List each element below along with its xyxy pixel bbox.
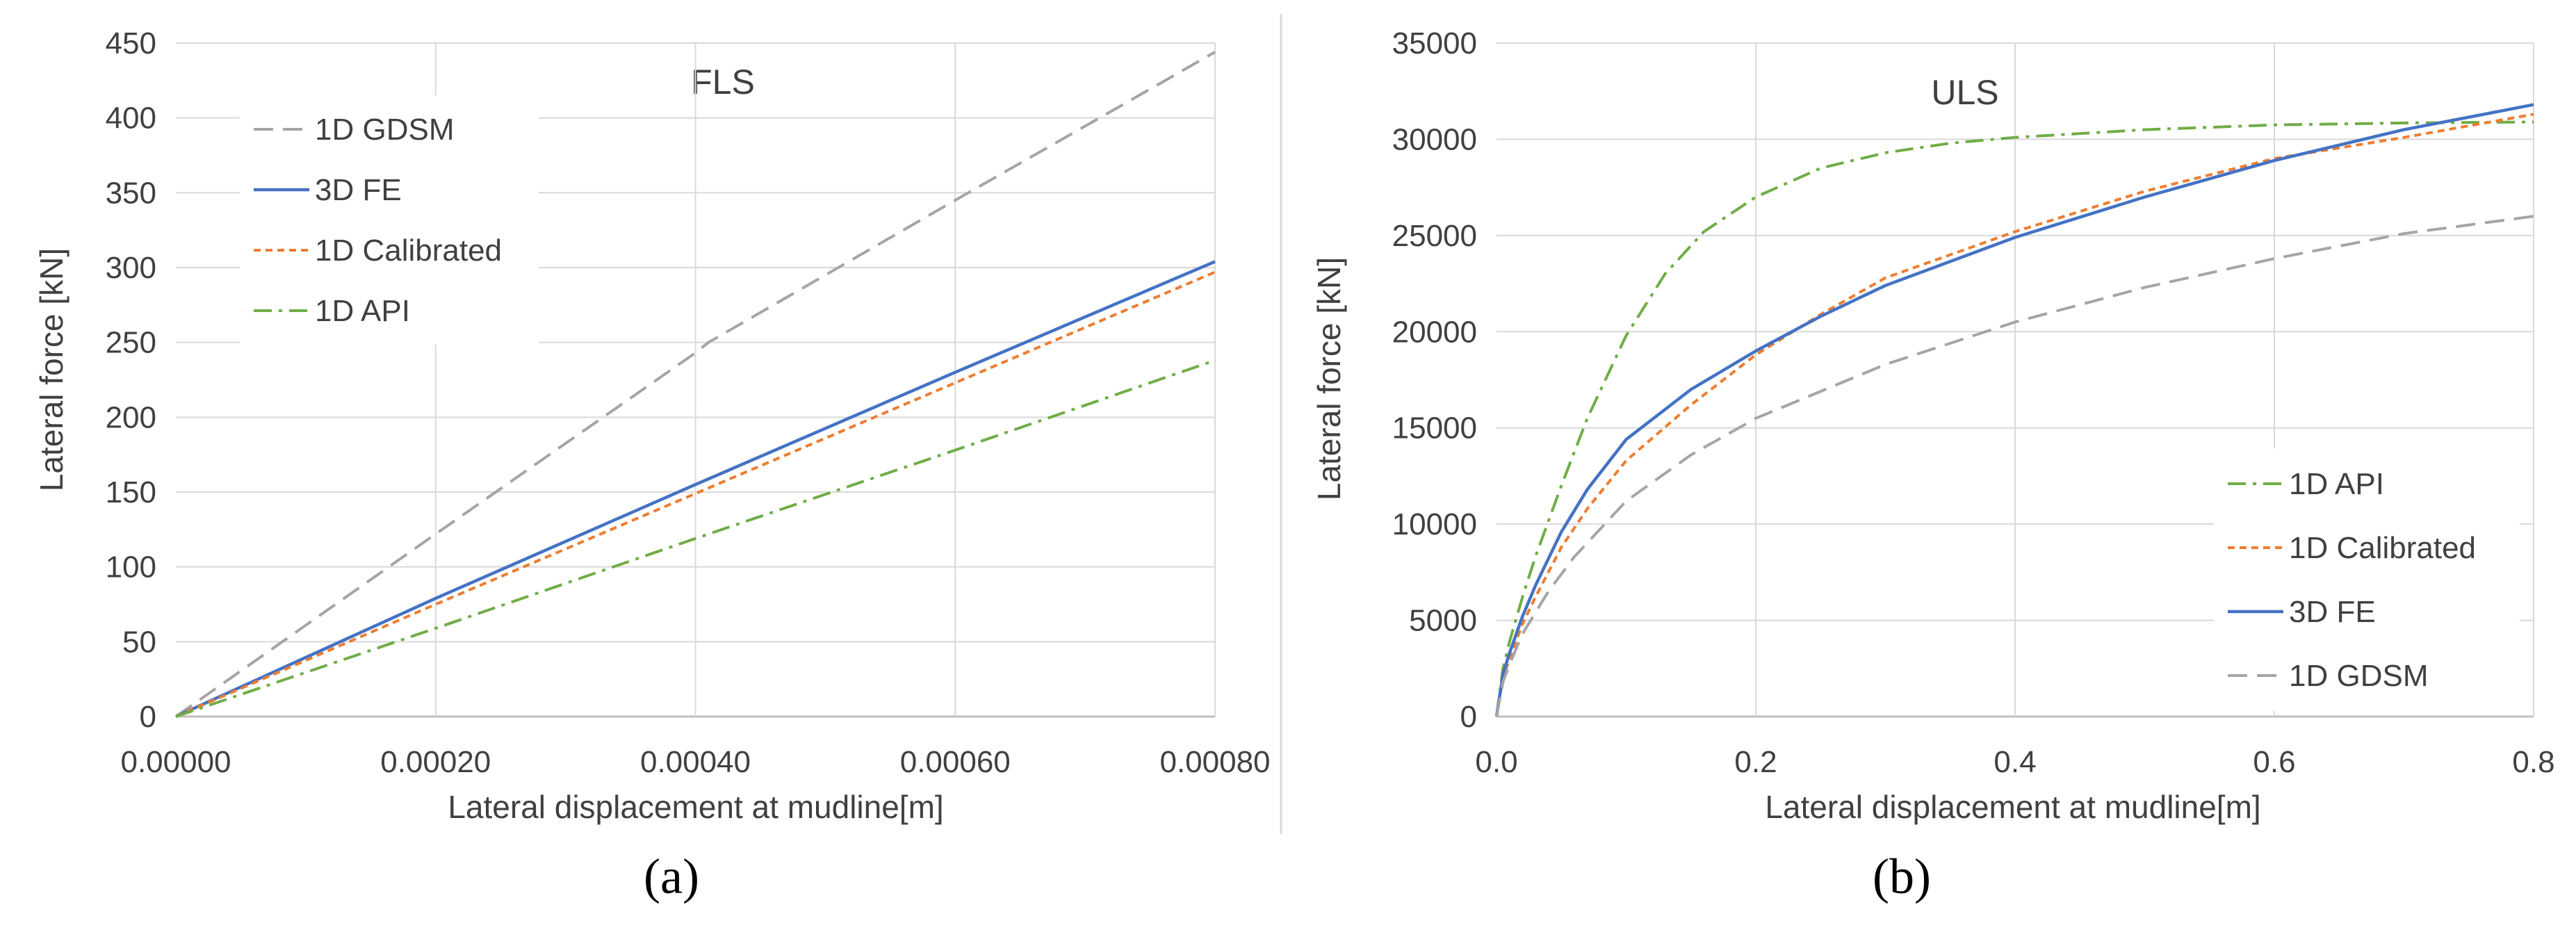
panel-a-y-tick-label: 100: [106, 550, 156, 584]
panel-a-series-line-3d-fe: [175, 260, 1216, 719]
panel-b-x-axis-label: Lateral displacement at mudline[m]: [1765, 789, 2260, 825]
panel-b-y-tick-label: 30000: [1392, 122, 1477, 156]
panel-a-y-tick-label: 400: [106, 101, 156, 136]
panel-b-title: ULS: [1931, 73, 1998, 112]
panel-b-legend-box: [2214, 448, 2520, 711]
panel-a-series-line-1d-gdsm: [174, 51, 1216, 718]
panel-a-legend-label: 1D Calibrated: [315, 234, 502, 268]
panel-a-y-tick-label: 0: [140, 700, 156, 734]
panel-b-legend-label: 1D API: [2289, 467, 2384, 501]
panel-b-y-tick-label: 5000: [1409, 604, 1477, 638]
panel-a-y-tick-label: 300: [106, 251, 156, 285]
panel-b-x-tick-label: 0.2: [1734, 745, 1777, 779]
panel-a-legend-label: 3D FE: [315, 173, 402, 207]
panel-a-series-line-1d-api: [175, 359, 1216, 718]
panel-b-x-tick-label: 0.0: [1475, 745, 1517, 779]
panel-a-x-axis-label: Lateral displacement at mudline[m]: [448, 789, 943, 825]
panel-a-plot: 0 50 100 150 200 250 300 350 400 450 0.00000 0.0002…: [106, 26, 1271, 779]
panel-b-caption: (b): [1873, 849, 1931, 904]
panel-a-legend-box: [240, 95, 539, 345]
panel-b-x-tick-label: 0.4: [1994, 745, 2036, 779]
panel-b-series-line-1d-calibrated: [1495, 113, 2534, 717]
panel-a-y-tick-label: 450: [106, 26, 156, 60]
panel-b-x-tick-label: 0.8: [2512, 745, 2554, 779]
panel-b-y-tick-label: 15000: [1392, 411, 1477, 445]
panel-b-series-line-3d-fe: [1494, 103, 2534, 717]
panel-a-caption: (a): [644, 849, 699, 904]
panel-a-y-tick-label: 250: [106, 326, 156, 360]
panel-a-x-tick-label: 0.00040: [640, 745, 751, 779]
panel-a-legend-label: 1D API: [315, 294, 410, 328]
panel-b-x-tick-label: 0.6: [2253, 745, 2295, 779]
panel-b-y-tick-label: 20000: [1392, 315, 1477, 349]
panel-b-y-tick-label: 0: [1460, 700, 1477, 734]
panel-a-x-tick-label: 0.00060: [900, 745, 1011, 779]
panel-a-y-tick-label: 50: [122, 625, 156, 659]
panel-a-x-tick-label: 0.00000: [120, 745, 231, 779]
panel-a-y-axis-label: Lateral force [kN]: [33, 248, 70, 491]
panel-a-y-tick-label: 350: [106, 176, 156, 210]
panel-a-y-tick-label: 200: [106, 400, 156, 434]
panel-b-legend-label: 1D GDSM: [2289, 659, 2428, 693]
panel-a-legend-label: 1D GDSM: [315, 113, 454, 147]
panel-b-y-tick-label: 10000: [1392, 507, 1477, 541]
panel-b-legend-label: 1D Calibrated: [2289, 531, 2476, 565]
panel-a-x-tick-label: 0.00080: [1159, 745, 1270, 779]
panel-a-y-tick-label: 150: [106, 475, 156, 509]
panel-b-plot: 0 5000 10000 15000 20000 25000 30000 35000 0.0 0.…: [1392, 26, 2555, 779]
panel-b-y-axis-label: Lateral force [kN]: [1311, 257, 1347, 500]
panel-b-y-tick-label: 35000: [1392, 26, 1477, 60]
panel-a-x-tick-label: 0.00020: [380, 745, 491, 779]
panel-b-series-line-1d-api: [1495, 120, 2534, 717]
panel-a-title: FLS: [691, 63, 755, 101]
panel-b-y-tick-label: 25000: [1392, 219, 1477, 253]
panel-b-series-line-1d-gdsm: [1495, 215, 2534, 717]
panel-b-legend-label: 3D FE: [2289, 595, 2376, 629]
